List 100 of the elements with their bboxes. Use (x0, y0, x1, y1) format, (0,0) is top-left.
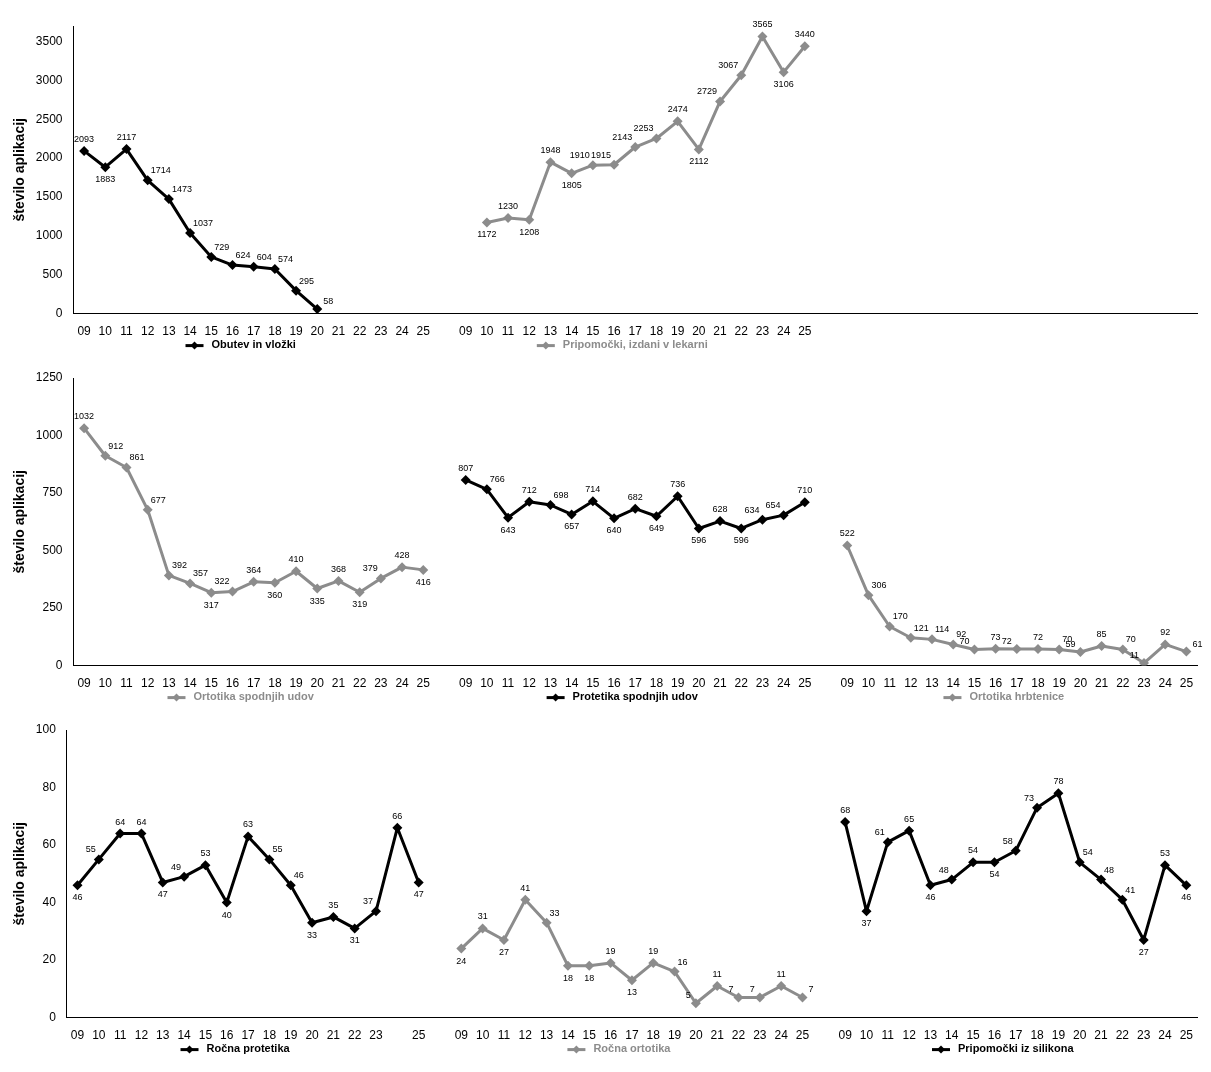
x-tick-label: 15 (204, 324, 219, 339)
data-label: 16 (677, 956, 688, 967)
legend-label: Ročna ortotika (593, 1042, 672, 1055)
point (736, 70, 747, 81)
legend-label: Ročna protetika (206, 1042, 291, 1055)
x-tick-label: 14 (564, 324, 579, 339)
point (227, 586, 238, 597)
point (1138, 934, 1149, 945)
data-label: 1910 (569, 150, 590, 161)
point (142, 504, 153, 515)
data-label: 861 (129, 452, 145, 463)
x-tick-label: 10 (475, 1028, 490, 1043)
data-label: 61 (874, 827, 885, 838)
data-label: 92 (1160, 627, 1171, 638)
point (328, 911, 339, 922)
point (587, 160, 598, 171)
point (541, 917, 552, 928)
y-tick-label: 3000 (35, 72, 63, 87)
point (863, 590, 874, 601)
x-tick-label: 11 (120, 676, 134, 691)
data-label: 27 (1138, 946, 1149, 957)
x-tick-label: 23 (755, 324, 770, 339)
data-label: 2143 (612, 132, 633, 143)
data-label: 698 (553, 489, 569, 500)
data-label: 49 (171, 861, 182, 872)
x-tick-label: 11 (497, 1028, 511, 1043)
point (460, 474, 471, 485)
data-label: 317 (203, 599, 219, 610)
x-tick-label: 14 (945, 1028, 959, 1043)
point (925, 880, 936, 891)
x-tick-label: 23 (755, 676, 770, 691)
point (349, 923, 360, 934)
data-label: 11 (1129, 650, 1139, 661)
y-tick-label: 1000 (35, 427, 63, 442)
x-tick-label: 19 (289, 676, 304, 691)
x-tick-label: 19 (670, 676, 685, 691)
x-tick-label: 18 (649, 676, 664, 691)
point (884, 621, 895, 632)
data-label: 1473 (171, 184, 192, 195)
point (285, 880, 296, 891)
data-label: 306 (871, 580, 887, 591)
x-tick-label: 21 (713, 324, 728, 339)
y-tick-label: 2500 (35, 111, 63, 126)
data-label: 3106 (773, 79, 794, 90)
data-label: 64 (115, 816, 126, 827)
x-tick-label: 24 (776, 676, 791, 691)
x-tick-label: 18 (646, 1028, 661, 1043)
data-label: 3067 (718, 60, 739, 71)
x-tick-label: 25 (798, 324, 812, 339)
data-label: 19 (648, 945, 659, 956)
x-tick-label: 22 (731, 1028, 746, 1043)
data-label: 807 (458, 462, 474, 473)
x-tick-label: 14 (946, 676, 961, 691)
point (248, 261, 259, 272)
point (1032, 802, 1043, 813)
x-tick-label: 22 (1115, 1028, 1130, 1043)
point (264, 854, 275, 865)
data-label: 114 (935, 624, 950, 635)
point (333, 575, 344, 586)
legend-label: Pripomočki, izdani v lekarni (562, 338, 708, 351)
point (904, 825, 915, 836)
data-label: 596 (691, 535, 707, 546)
data-label: 319 (352, 599, 368, 610)
data-label: 7 (728, 984, 734, 995)
x-tick-label: 20 (310, 676, 325, 691)
point (79, 145, 90, 156)
x-tick-label: 17 (1009, 1028, 1023, 1043)
data-label: 364 (246, 564, 262, 575)
point (163, 194, 174, 205)
point (179, 871, 190, 882)
point (776, 980, 787, 991)
point (206, 251, 217, 262)
data-label: 3440 (794, 29, 815, 40)
point (882, 837, 893, 848)
data-label: 3565 (752, 19, 773, 30)
point (520, 894, 531, 905)
x-tick-label: 10 (859, 1028, 874, 1043)
x-tick-label: 12 (134, 1028, 149, 1043)
x-tick-label: 15 (966, 1028, 981, 1043)
x-tick-label: 09 (458, 676, 473, 691)
x-tick-label: 11 (501, 676, 515, 691)
x-tick-label: 24 (395, 676, 410, 691)
data-label: 643 (500, 524, 516, 535)
point (690, 998, 701, 1009)
x-tick-label: 13 (162, 676, 176, 691)
x-tick-label: 14 (561, 1028, 575, 1043)
point (609, 513, 620, 524)
data-label: 604 (256, 251, 272, 262)
data-label: 712 (521, 484, 537, 495)
x-tick-label: 23 (374, 324, 388, 339)
point (227, 260, 238, 271)
data-label: 55 (85, 844, 96, 855)
x-tick-label: 16 (603, 1028, 618, 1043)
point (354, 587, 365, 598)
x-tick-label: 16 (987, 1028, 1002, 1043)
data-label: 54 (1082, 847, 1093, 858)
x-tick-label: 23 (753, 1028, 767, 1043)
point (248, 576, 259, 587)
y-tick-label: 3500 (35, 33, 63, 48)
point (905, 632, 916, 643)
